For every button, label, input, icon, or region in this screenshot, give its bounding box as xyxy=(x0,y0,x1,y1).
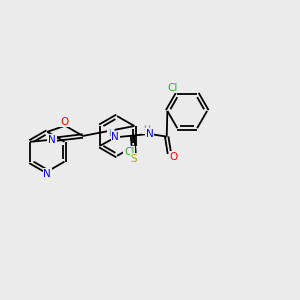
Text: N: N xyxy=(146,129,154,139)
Text: N: N xyxy=(48,135,56,145)
Text: S: S xyxy=(131,154,137,164)
Text: O: O xyxy=(60,117,68,127)
Text: Cl: Cl xyxy=(167,82,177,93)
Text: Cl: Cl xyxy=(124,147,134,157)
Text: H: H xyxy=(143,124,149,134)
Text: O: O xyxy=(169,152,178,161)
Text: N: N xyxy=(44,169,51,179)
Text: N: N xyxy=(112,132,119,142)
Text: H: H xyxy=(108,129,115,138)
